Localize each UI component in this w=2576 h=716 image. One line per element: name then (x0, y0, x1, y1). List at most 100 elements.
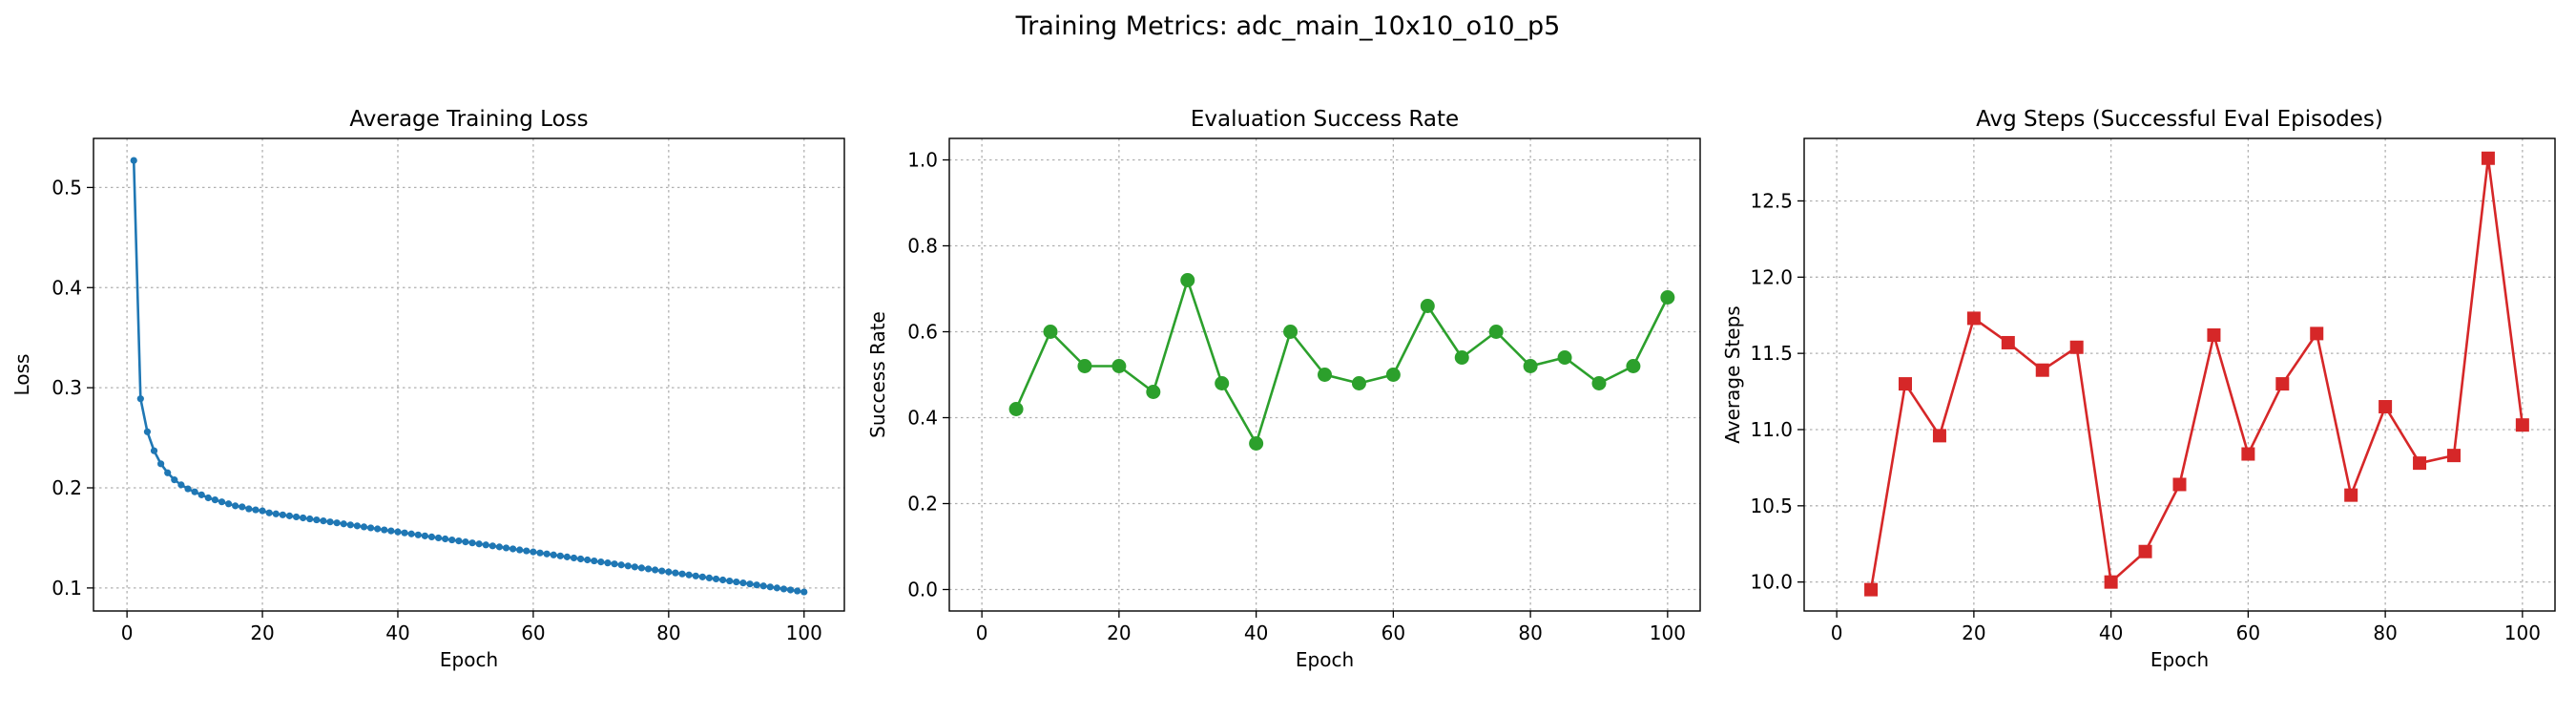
data-point (2172, 477, 2187, 492)
data-point (340, 520, 347, 528)
data-point (211, 495, 218, 504)
data-point (753, 581, 760, 589)
data-point (746, 580, 754, 588)
data-point (434, 534, 443, 542)
data-point (624, 562, 632, 570)
y-tick-label: 0.3 (52, 376, 82, 399)
data-point (705, 574, 714, 581)
x-tick-label: 100 (1650, 621, 1686, 644)
y-axis-label: Success Rate (866, 311, 889, 438)
data-point (394, 528, 402, 536)
data-point (387, 527, 395, 535)
data-point (448, 536, 456, 544)
data-point (794, 587, 801, 595)
chart-title: Avg Steps (Successful Eval Episodes) (1976, 107, 2383, 132)
data-point (543, 550, 551, 558)
data-point (712, 575, 720, 583)
data-point (171, 476, 178, 484)
data-point (353, 522, 362, 530)
data-point (556, 552, 564, 559)
data-point (300, 514, 307, 522)
data-point (1077, 359, 1092, 373)
data-point (2241, 447, 2255, 461)
data-point (591, 557, 598, 565)
data-point (218, 498, 226, 506)
data-point (367, 524, 375, 532)
series-line (1869, 157, 2524, 590)
data-point (2481, 151, 2495, 165)
chart-title: Average Training Loss (349, 107, 588, 132)
data-point (550, 551, 557, 558)
data-point (2379, 400, 2393, 414)
x-tick-label: 100 (2504, 621, 2541, 644)
data-point (414, 531, 422, 538)
x-tick-label: 80 (1518, 621, 1542, 644)
data-point (733, 578, 740, 586)
x-tick-label: 60 (2236, 621, 2260, 644)
data-point (1008, 402, 1024, 416)
data-point (2446, 449, 2461, 463)
x-tick-label: 20 (1962, 621, 1985, 644)
x-tick-label: 0 (121, 621, 134, 644)
data-point (374, 525, 382, 533)
data-point (584, 556, 592, 564)
y-tick-label: 11.0 (1750, 418, 1793, 441)
y-tick-label: 0.0 (907, 579, 938, 601)
data-point (2207, 327, 2221, 342)
data-point (1385, 368, 1401, 382)
data-point (1146, 385, 1161, 399)
y-tick-label: 0.4 (52, 276, 82, 299)
data-point (320, 517, 327, 525)
data-point (2275, 377, 2290, 391)
data-point (685, 571, 693, 579)
data-point (442, 535, 449, 543)
data-point (191, 488, 198, 495)
y-tick-label: 1.0 (907, 149, 938, 172)
data-point (482, 541, 489, 549)
data-point (272, 510, 280, 517)
data-point (1283, 325, 1298, 339)
data-point (726, 577, 734, 585)
y-tick-label: 12.0 (1750, 265, 1793, 288)
data-point (1215, 376, 1230, 390)
data-point (773, 584, 780, 592)
data-point (2104, 575, 2118, 589)
x-axis-label: Epoch (1296, 648, 1354, 671)
data-point (252, 506, 260, 514)
data-point (523, 547, 530, 555)
data-point (672, 569, 679, 577)
y-tick-label: 0.8 (907, 235, 938, 258)
data-point (455, 537, 463, 545)
data-point (2069, 340, 2084, 354)
data-point (658, 567, 666, 575)
data-point (239, 503, 246, 511)
data-point (2001, 335, 2015, 349)
y-tick-label: 0.2 (907, 493, 938, 516)
data-point (2344, 488, 2358, 502)
x-tick-label: 40 (2099, 621, 2123, 644)
x-tick-label: 20 (250, 621, 274, 644)
data-point (2035, 363, 2049, 377)
data-point (313, 516, 321, 524)
data-point (292, 513, 301, 521)
data-point (570, 554, 578, 562)
data-point (536, 549, 544, 557)
series-line (132, 160, 804, 594)
y-tick-label: 0.1 (52, 577, 82, 600)
data-point (766, 583, 774, 591)
chart-panel-2: 0 20 40 60 80 100 0.0 0.2 0.4 0.6 0.8 1.0 Evaluation… (866, 107, 1701, 671)
data-point (468, 539, 476, 547)
data-point (502, 544, 510, 552)
y-tick-label: 10.5 (1750, 495, 1793, 517)
data-point (1180, 273, 1195, 287)
data-point (381, 526, 388, 534)
figure-suptitle: Training Metrics: adc_main_10x10_o10_p5 (1015, 11, 1561, 41)
y-tick-label: 0.2 (52, 476, 82, 499)
data-point (259, 507, 266, 515)
data-point (1899, 377, 1913, 391)
data-point (617, 561, 625, 569)
data-point (739, 579, 747, 587)
y-tick-label: 10.0 (1750, 571, 1793, 594)
data-point (597, 558, 605, 566)
data-point (232, 502, 239, 510)
